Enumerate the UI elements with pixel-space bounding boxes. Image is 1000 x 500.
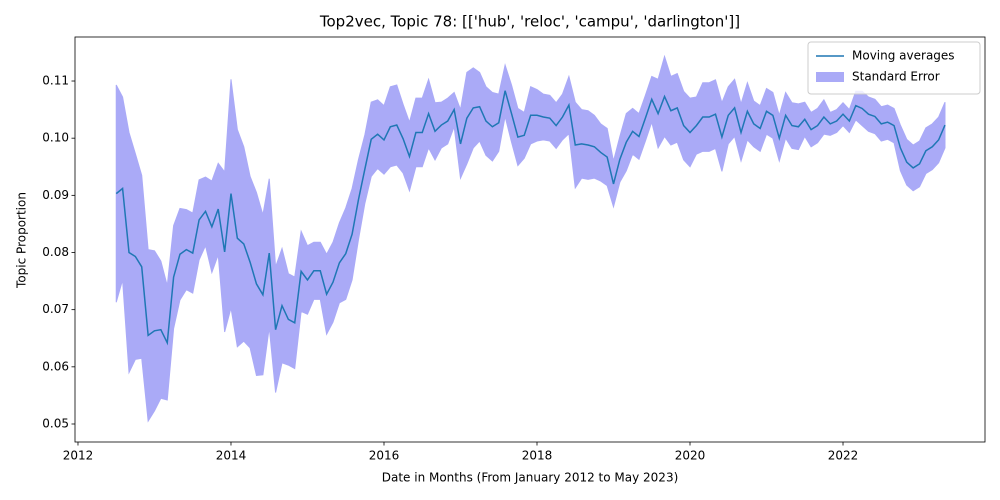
moving-average-line — [115, 90, 946, 346]
x-tick-label: 2020 — [675, 449, 706, 463]
plot-frame — [74, 36, 986, 443]
legend-label: Standard Error — [852, 70, 940, 84]
x-tick-label: 2018 — [522, 449, 553, 463]
x-tick-label: 2014 — [216, 449, 247, 463]
chart-title: Top2vec, Topic 78: [['hub', 'reloc', 'ca… — [319, 13, 740, 31]
x-axis-label: Date in Months (From January 2012 to May… — [382, 471, 679, 485]
legend-label: Moving averages — [852, 49, 955, 63]
x-tick-label: 2016 — [369, 449, 400, 463]
y-tick-label: 0.05 — [42, 416, 69, 430]
y-tick-label: 0.06 — [42, 359, 69, 373]
y-tick-label: 0.09 — [42, 188, 69, 202]
y-axis-label: Topic Proportion — [15, 192, 29, 289]
y-tick-label: 0.10 — [42, 131, 69, 145]
x-tick-label: 2012 — [63, 449, 94, 463]
legend-swatch — [816, 72, 844, 82]
standard-error-band — [115, 54, 946, 423]
y-tick-label: 0.08 — [42, 245, 69, 259]
x-tick-label: 2022 — [828, 449, 859, 463]
y-tick-label: 0.07 — [42, 302, 69, 316]
legend-box — [807, 41, 981, 95]
y-tick-label: 0.11 — [42, 74, 69, 88]
